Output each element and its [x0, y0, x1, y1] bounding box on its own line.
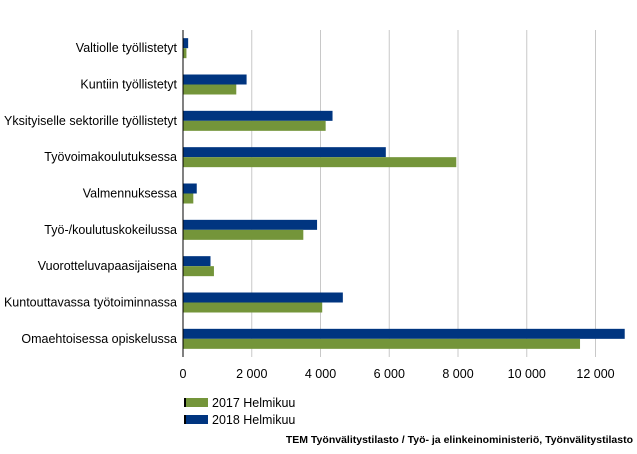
bar-2018-4 [183, 183, 197, 194]
bar-2018-5 [183, 219, 318, 230]
legend-swatch-2018 [184, 415, 208, 424]
category-label-7: Kuntouttavassa työtoiminnassa [4, 296, 177, 310]
x-tick-label-4: 8 000 [442, 367, 473, 381]
bar-2018-0 [183, 38, 189, 49]
bar-2018-7 [183, 292, 343, 303]
x-tick-label-6: 12 000 [576, 367, 614, 381]
category-label-8: Omaehtoisessa opiskelussa [21, 332, 177, 346]
legend-item-2017: 2017 Helmikuu [184, 394, 295, 411]
x-tick-label-2: 4 000 [305, 367, 336, 381]
bar-2018-6 [183, 256, 211, 267]
bar-2017-8 [183, 338, 581, 349]
category-label-1: Kuntiin työllistetyt [80, 78, 177, 92]
bar-2017-0 [183, 48, 187, 59]
x-tick-label-1: 2 000 [236, 367, 267, 381]
category-label-3: Työvoimakoulutuksessa [44, 150, 177, 164]
bar-2017-2 [183, 120, 326, 131]
category-label-5: Työ-/koulutuskokeilussa [44, 223, 177, 237]
bar-2018-8 [183, 328, 625, 339]
bar-2017-5 [183, 229, 304, 240]
category-label-2: Yksityiselle sektorille työllistetyt [4, 114, 177, 128]
legend: 2017 Helmikuu 2018 Helmikuu [184, 394, 295, 428]
x-tick-label-3: 6 000 [374, 367, 405, 381]
category-label-0: Valtiolle työllistetyt [76, 41, 178, 55]
bar-2018-1 [183, 74, 247, 85]
bar-2017-1 [183, 84, 237, 95]
bar-2017-3 [183, 157, 457, 168]
category-label-4: Valmennuksessa [83, 187, 177, 201]
bar-2018-2 [183, 110, 333, 121]
bar-2017-7 [183, 302, 323, 313]
legend-item-2018: 2018 Helmikuu [184, 411, 295, 428]
bar-2018-3 [183, 147, 386, 158]
x-tick-label-5: 10 000 [508, 367, 546, 381]
source-note: TEM Työnvälitystilasto / Työ- ja elinkei… [285, 434, 633, 446]
bar-2017-4 [183, 193, 194, 204]
legend-label-2017: 2017 Helmikuu [212, 395, 296, 410]
legend-swatch-2017 [184, 398, 208, 407]
legend-label-2018: 2018 Helmikuu [212, 412, 296, 427]
category-label-6: Vuorotteluvapaasijaisena [38, 259, 177, 273]
x-tick-label-0: 0 [180, 367, 187, 381]
bar-2017-6 [183, 266, 214, 277]
